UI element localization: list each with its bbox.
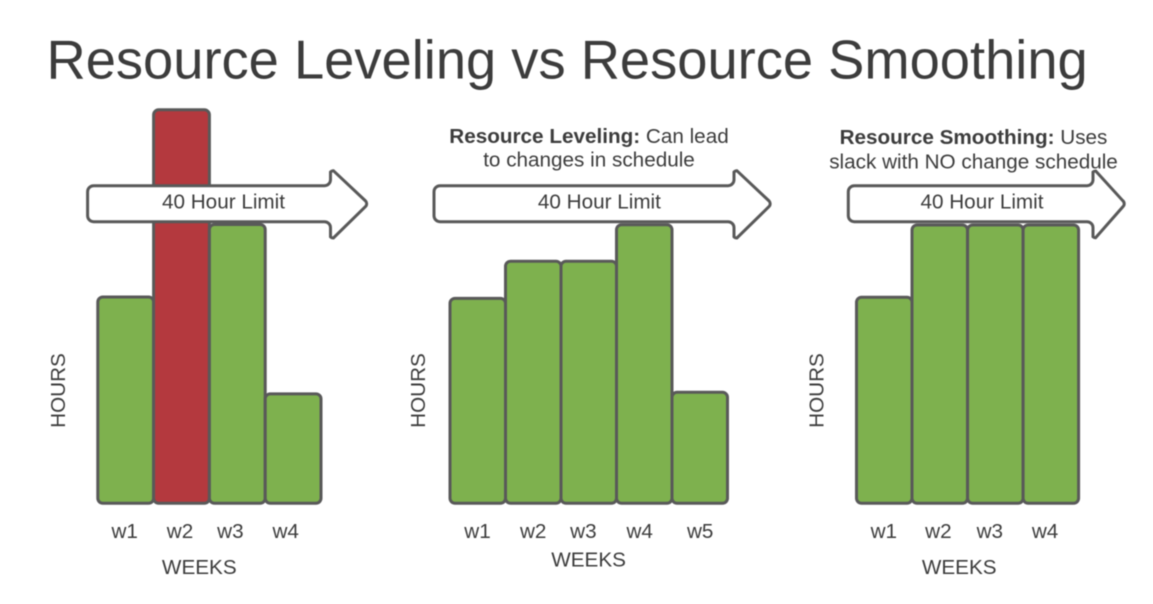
svg-text:w4: w4 xyxy=(1031,520,1058,543)
svg-text:w3: w3 xyxy=(216,520,243,543)
svg-text:w2: w2 xyxy=(166,520,193,543)
svg-text:w1: w1 xyxy=(870,520,897,543)
svg-text:WEEKS: WEEKS xyxy=(551,548,626,571)
svg-text:w4: w4 xyxy=(271,520,298,543)
svg-text:HOURS: HOURS xyxy=(805,353,828,428)
svg-text:40 Hour Limit: 40 Hour Limit xyxy=(162,190,285,213)
svg-text:w3: w3 xyxy=(976,520,1003,543)
svg-text:HOURS: HOURS xyxy=(407,353,430,428)
svg-text:w1: w1 xyxy=(110,520,137,543)
svg-text:40 Hour Limit: 40 Hour Limit xyxy=(538,190,661,213)
svg-text:40 Hour Limit: 40 Hour Limit xyxy=(920,190,1043,213)
svg-text:Resource Leveling vs Resource: Resource Leveling vs Resource Smoothing xyxy=(47,30,1088,91)
svg-text:w3: w3 xyxy=(569,520,596,543)
svg-text:w4: w4 xyxy=(625,520,652,543)
svg-text:Resource Smoothing: Uses: Resource Smoothing: Uses xyxy=(840,126,1108,149)
svg-text:WEEKS: WEEKS xyxy=(162,556,237,579)
svg-text:w1: w1 xyxy=(463,520,490,543)
svg-text:WEEKS: WEEKS xyxy=(922,556,997,579)
svg-text:HOURS: HOURS xyxy=(47,353,70,428)
svg-text:w5: w5 xyxy=(686,520,713,543)
svg-text:w2: w2 xyxy=(924,520,951,543)
svg-text:slack with NO change schedule: slack with NO change schedule xyxy=(829,150,1118,173)
svg-text:Resource Leveling: Can lead: Resource Leveling: Can lead xyxy=(449,125,728,148)
svg-text:w2: w2 xyxy=(519,520,546,543)
svg-text:to changes in schedule: to changes in schedule xyxy=(483,148,695,171)
